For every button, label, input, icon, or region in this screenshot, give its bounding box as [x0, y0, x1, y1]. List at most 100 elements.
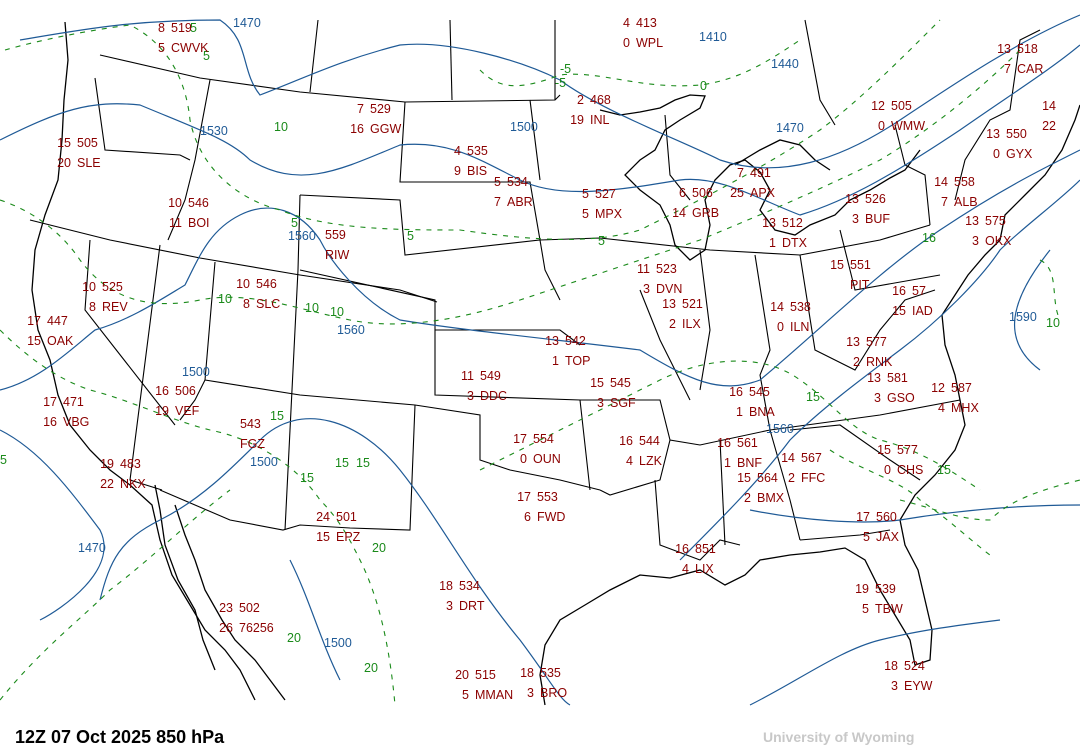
station-temperature: 13	[545, 334, 559, 348]
station-plot: 7 529 16 GGW	[350, 102, 401, 136]
station-temperature: 10	[82, 280, 96, 294]
station-plot: 10 546 11 BOI	[168, 196, 209, 230]
station-id: DRT	[459, 599, 485, 613]
station-id: GYX	[1006, 147, 1033, 161]
temperature-contour-label: -5	[555, 76, 566, 90]
station-temperature: 4	[454, 144, 461, 158]
station-plot: 19 539 5 TBW	[855, 582, 903, 616]
station-plot: 559 RIW	[325, 228, 350, 262]
station-temperature: 10	[168, 196, 182, 210]
station-id: OAK	[47, 334, 74, 348]
station-dewpoint-depression: 3	[527, 686, 534, 700]
station-height: 506	[175, 384, 196, 398]
station-id: IAD	[912, 304, 933, 318]
station-height: 561	[737, 436, 758, 450]
station-id: LZK	[639, 454, 663, 468]
credit-label: University of Wyoming	[763, 729, 915, 745]
station-temperature: 6	[679, 186, 686, 200]
station-temperature: 11	[637, 262, 650, 276]
station-id: FWD	[537, 510, 565, 524]
station-id: NKX	[120, 477, 146, 491]
station-plot: 12 587 4 MHX	[931, 381, 979, 415]
station-plot: 16 851 4 LIX	[675, 542, 716, 576]
station-height: 550	[1006, 127, 1027, 141]
station-dewpoint-depression: 20	[57, 156, 71, 170]
station-temperature: 17	[43, 395, 57, 409]
station-dewpoint-depression: 0	[993, 147, 1000, 161]
station-dewpoint-depression: 8	[243, 297, 250, 311]
station-dewpoint-depression: 3	[467, 389, 474, 403]
station-temperature: 15	[57, 136, 71, 150]
station-plot: 17 560 5 JAX	[856, 510, 899, 544]
station-id: BNF	[737, 456, 762, 470]
station-plot: 18 534 3 DRT	[439, 579, 485, 613]
station-plot: 13 518 7 CAR	[997, 42, 1043, 76]
temperature-contour-label: 0	[700, 79, 707, 93]
station-id: OUN	[533, 452, 561, 466]
station-height: 851	[695, 542, 716, 556]
station-temperature: 13	[762, 216, 776, 230]
station-height: 559	[325, 228, 346, 242]
station-plot: 6 506 14 GRB	[672, 186, 719, 220]
station-dewpoint-depression: 14	[672, 206, 686, 220]
station-id: JAX	[876, 530, 900, 544]
station-dewpoint-depression: 3	[852, 212, 859, 226]
station-plot: 24 501 15 EPZ	[316, 510, 361, 544]
station-temperature: 18	[520, 666, 534, 680]
station-temperature: 16	[155, 384, 169, 398]
station-height: 551	[850, 258, 871, 272]
height-contour-label: 1500	[182, 365, 210, 379]
station-dewpoint-depression: 8	[89, 300, 96, 314]
height-contour-labels: 1470141014401470150015301560156015001500…	[78, 16, 1037, 650]
station-id: REV	[102, 300, 128, 314]
station-dewpoint-depression: 2	[669, 317, 676, 331]
station-height: 505	[891, 99, 912, 113]
station-id: EYW	[904, 679, 933, 693]
station-plot: 15 505 20 SLE	[57, 136, 101, 170]
station-height: 553	[537, 490, 558, 504]
station-height: 554	[533, 432, 554, 446]
temperature-contour-label: 10	[274, 120, 288, 134]
station-plot: 18 535 3 BRO	[520, 666, 567, 700]
station-id: SLE	[77, 156, 101, 170]
station-temperature: 11	[461, 369, 474, 383]
station-height: 413	[636, 16, 657, 30]
station-id: ILX	[682, 317, 701, 331]
station-temperature: 13	[997, 42, 1011, 56]
temperature-contour-label: 20	[287, 631, 301, 645]
station-plot: 13 575 3 OKX	[965, 214, 1012, 248]
station-dewpoint-depression: 1	[769, 236, 776, 250]
station-dewpoint-depression: 1	[724, 456, 731, 470]
station-height: 558	[954, 175, 975, 189]
station-dewpoint-depression: 5	[462, 688, 469, 702]
height-contour-label: 1590	[1009, 310, 1037, 324]
station-dewpoint-depression: 6	[524, 510, 531, 524]
temperature-contour-label: 15	[806, 390, 820, 404]
temperature-contour-label: 5	[0, 453, 7, 467]
station-temperature: 7	[357, 102, 364, 116]
station-plot: 5 527 5 MPX	[582, 187, 623, 221]
station-temperature: 16	[729, 385, 743, 399]
station-id: OKX	[985, 234, 1012, 248]
station-dewpoint-depression: 3	[643, 282, 650, 296]
station-dewpoint-depression: 15	[27, 334, 41, 348]
station-height: 471	[63, 395, 84, 409]
station-temperature: 18	[439, 579, 453, 593]
station-plot: 15 577 0 CHS	[877, 443, 923, 477]
station-temperature: 12	[931, 381, 945, 395]
station-plot: 4 535 9 BIS	[454, 144, 488, 178]
station-id: DVN	[656, 282, 682, 296]
station-id: BRO	[540, 686, 567, 700]
station-dewpoint-depression: 2	[744, 491, 751, 505]
station-temperature: 19	[100, 457, 114, 471]
station-height: 544	[639, 434, 660, 448]
station-temperature: 17	[856, 510, 870, 524]
station-height: 542	[565, 334, 586, 348]
temperature-contour-label: 5	[190, 21, 197, 35]
station-plot: 14 567 2 FFC	[781, 451, 825, 485]
station-id: SLC	[256, 297, 280, 311]
station-plot: 15 545 3 SGF	[590, 376, 636, 410]
station-temperature: 15	[590, 376, 604, 390]
station-id: ILN	[790, 320, 809, 334]
